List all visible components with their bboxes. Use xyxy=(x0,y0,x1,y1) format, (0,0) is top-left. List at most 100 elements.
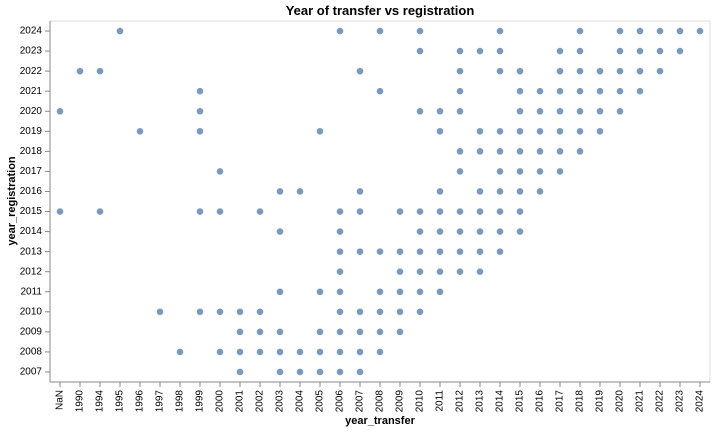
point xyxy=(496,67,504,75)
y-tick-label: 2015 xyxy=(20,206,43,217)
y-tick-label: 2012 xyxy=(20,266,43,277)
point xyxy=(336,27,344,35)
point xyxy=(456,168,464,175)
x-tick-label: 2011 xyxy=(435,390,446,412)
point xyxy=(456,107,464,115)
point xyxy=(316,328,324,336)
x-tick-label: 1996 xyxy=(135,390,146,413)
point xyxy=(556,168,564,175)
point xyxy=(696,27,704,35)
x-tick-label: 2003 xyxy=(275,390,286,413)
x-tick-label: 2018 xyxy=(575,390,586,413)
point xyxy=(496,128,504,135)
x-tick-label: 2020 xyxy=(615,390,626,413)
point xyxy=(596,87,604,95)
point xyxy=(336,268,344,275)
point xyxy=(276,188,284,195)
point xyxy=(356,308,364,316)
point xyxy=(476,208,484,215)
point xyxy=(316,288,324,296)
point xyxy=(576,107,584,115)
point xyxy=(636,87,644,95)
point xyxy=(356,188,364,195)
point xyxy=(556,107,564,115)
point xyxy=(436,228,444,235)
point xyxy=(436,208,444,215)
point xyxy=(256,208,264,215)
point xyxy=(516,128,524,135)
y-tick-label: 2014 xyxy=(20,226,43,237)
x-tick-label: 2008 xyxy=(375,390,386,413)
point xyxy=(356,328,364,336)
point xyxy=(316,368,324,376)
point xyxy=(536,87,544,95)
y-tick-label: 2024 xyxy=(20,26,43,37)
point xyxy=(576,87,584,95)
x-tick-label: 2023 xyxy=(675,390,686,413)
point xyxy=(656,67,664,75)
y-tick-label: 2018 xyxy=(20,146,43,157)
point xyxy=(436,188,444,195)
x-tick-label: 2022 xyxy=(655,390,666,413)
point xyxy=(496,208,504,215)
point xyxy=(216,348,224,356)
x-tick-label: 1999 xyxy=(195,390,206,413)
x-tick-label: 2019 xyxy=(595,390,606,413)
point xyxy=(156,308,164,316)
point xyxy=(356,208,364,215)
chart-title: Year of transfer vs registration xyxy=(286,3,475,18)
y-tick-label: 2009 xyxy=(20,327,43,338)
point xyxy=(336,348,344,356)
point xyxy=(676,47,684,55)
x-tick-label: 2004 xyxy=(295,390,306,413)
x-axis-title: year_transfer xyxy=(345,415,415,427)
point xyxy=(356,368,364,376)
x-tick-label: 1990 xyxy=(75,390,86,413)
point xyxy=(576,47,584,55)
point xyxy=(276,348,284,356)
point xyxy=(436,288,444,296)
x-tick-label: 1994 xyxy=(95,390,106,413)
point xyxy=(636,27,644,35)
point xyxy=(296,188,304,195)
point xyxy=(376,328,384,336)
y-tick-label: 2007 xyxy=(20,367,43,378)
x-tick-label: 2010 xyxy=(415,390,426,413)
point xyxy=(516,107,524,115)
x-tick-label: 2007 xyxy=(355,390,366,413)
x-tick-label: 2014 xyxy=(495,390,506,413)
x-tick-label: 2005 xyxy=(315,390,326,413)
point xyxy=(616,87,624,95)
point xyxy=(196,128,204,135)
point xyxy=(436,268,444,275)
point xyxy=(56,107,64,115)
point xyxy=(216,208,224,215)
point xyxy=(356,248,364,255)
point xyxy=(276,288,284,296)
x-tick-label: 2002 xyxy=(255,390,266,413)
point xyxy=(416,107,424,115)
x-tick-label: 2012 xyxy=(455,390,466,413)
point xyxy=(356,348,364,356)
point xyxy=(616,47,624,55)
y-tick-label: 2017 xyxy=(20,166,43,177)
y-tick-label: 2020 xyxy=(20,106,43,117)
point xyxy=(336,308,344,316)
point xyxy=(416,208,424,215)
point xyxy=(196,87,204,95)
point xyxy=(316,348,324,356)
y-tick-label: 2021 xyxy=(20,86,43,97)
point xyxy=(476,248,484,255)
point xyxy=(536,188,544,195)
point xyxy=(496,188,504,195)
point xyxy=(496,228,504,235)
x-tick-label: 2001 xyxy=(235,390,246,413)
y-tick-label: 2023 xyxy=(20,46,43,57)
point xyxy=(516,148,524,155)
point xyxy=(496,47,504,55)
point xyxy=(396,288,404,296)
point xyxy=(576,128,584,135)
point xyxy=(676,27,684,35)
point xyxy=(416,268,424,275)
